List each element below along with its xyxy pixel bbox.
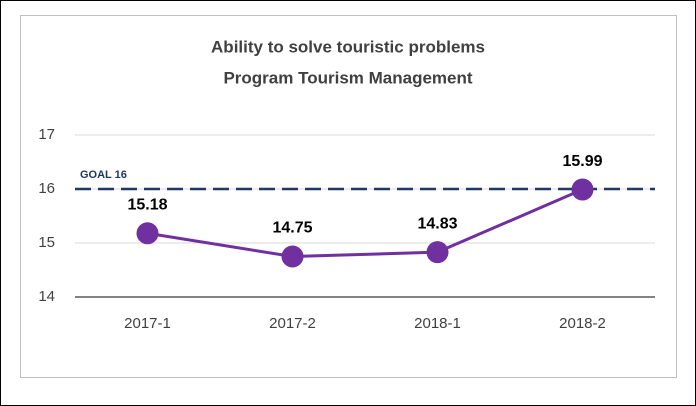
data-label: 14.83 bbox=[417, 215, 457, 232]
data-label: 14.75 bbox=[272, 220, 312, 237]
y-tick-label: 15 bbox=[38, 234, 55, 251]
x-tick-label: 2018-2 bbox=[559, 315, 606, 332]
y-tick-label: 16 bbox=[38, 180, 55, 197]
y-tick-label: 14 bbox=[38, 288, 55, 305]
marker bbox=[571, 178, 594, 201]
line bbox=[147, 188, 584, 259]
goal-label: GOAL 16 bbox=[80, 169, 127, 181]
chart-subtitle: Program Tourism Management bbox=[223, 68, 472, 87]
chart-title: Ability to solve touristic problems bbox=[211, 37, 485, 56]
x-tick-label: 2017-2 bbox=[269, 315, 316, 332]
x-tick-label: 2018-1 bbox=[414, 315, 461, 332]
marker bbox=[426, 241, 449, 264]
x-tick-label: 2017-1 bbox=[124, 315, 171, 332]
marker bbox=[136, 222, 159, 245]
data-label: 15.99 bbox=[562, 153, 602, 170]
data-label: 15.18 bbox=[127, 196, 167, 213]
marker bbox=[281, 245, 304, 268]
y-tick-label: 17 bbox=[38, 126, 55, 143]
